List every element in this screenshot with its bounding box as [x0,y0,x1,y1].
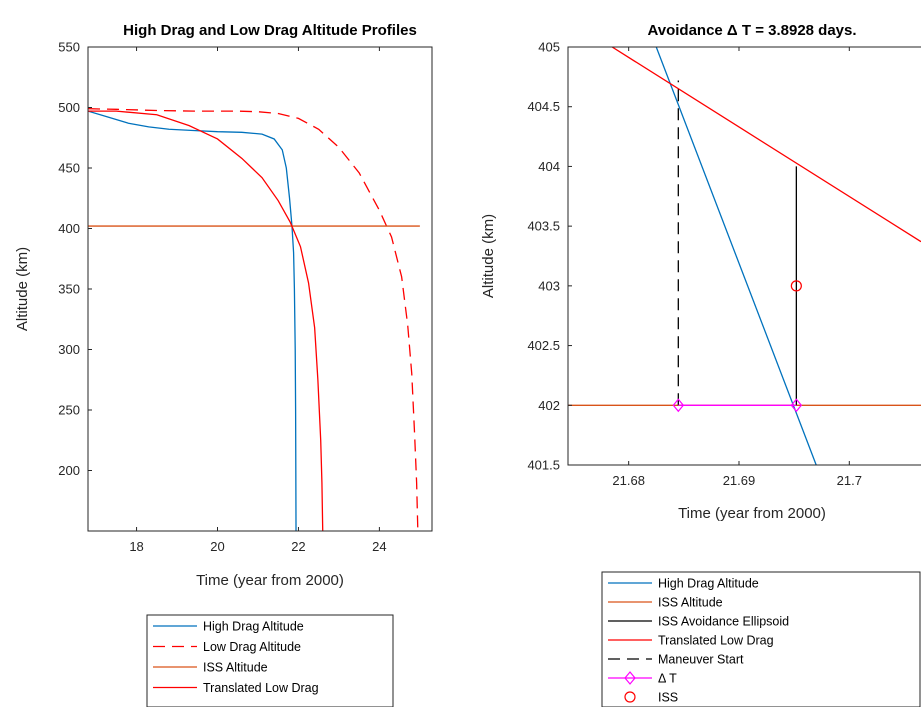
r-legend-high-drag-altitude-label: High Drag Altitude [658,577,759,591]
r-series-iss-marker-0 [790,280,802,292]
right-plot-frame [567,46,921,466]
r-y-tick-label: 401.5 [527,458,560,473]
right-plot-background [568,47,921,465]
right-chart: Avoidance Δ T = 3.8928 days. Time (year … [480,22,921,707]
l-legend-low-drag-altitude-label: Low Drag Altitude [203,640,301,654]
left-chart: High Drag and Low Drag Altitude Profiles… [14,22,433,707]
right-y-axis-label: Altitude (km) [480,214,497,298]
left-y-axis-label: Altitude (km) [14,247,31,331]
r-y-tick-label: 403.5 [527,219,560,234]
l-x-tick-label: 18 [129,539,143,554]
l-series-low-drag-altitude-line [88,108,419,531]
r-y-tick-label: 402.5 [527,338,560,353]
r-y-tick-label: 404 [538,159,560,174]
right-x-axis-label: Time (year from 2000) [678,505,826,522]
r-y-tick-label: 403 [538,278,560,293]
l-y-tick-label: 400 [58,221,80,236]
r-y-tick-label: 402 [538,398,560,413]
r-x-tick-label: 21.7 [837,473,862,488]
l-legend-iss-altitude-label: ISS Altitude [203,661,268,675]
l-series-high-drag-altitude-line [88,110,297,531]
l-y-tick-label: 200 [58,463,80,478]
left-legend-box [146,614,394,707]
left-legend: High Drag Altitude Low Drag Altitude ISS A… [146,614,394,707]
r-y-tick-label: 404.5 [527,99,560,114]
r-y-tick-label: 405 [538,40,560,55]
l-y-tick-label: 250 [58,403,80,418]
r-series-translated-low-drag-line [611,47,921,243]
r-legend-translated-low-drag-label: Translated Low Drag [658,634,774,648]
r-legend-iss-avoidance-ellipsoid-label: ISS Avoidance Ellipsoid [658,615,789,629]
l-y-tick-label: 350 [58,282,80,297]
r-legend-delta-t-marker [624,671,636,685]
r-x-tick-label: 21.68 [612,473,645,488]
l-x-tick-label: 24 [372,539,386,554]
l-y-tick-label: 500 [58,100,80,115]
l-legend-translated-low-drag-label: Translated Low Drag [203,681,319,695]
l-x-tick-label: 20 [210,539,224,554]
l-y-tick-label: 300 [58,342,80,357]
r-legend-iss-label: ISS [658,691,678,705]
r-legend-iss-altitude-label: ISS Altitude [658,596,723,610]
r-x-tick-label: 21.69 [723,473,756,488]
r-legend-delta-t-label: Δ T [658,672,677,686]
left-chart-title: High Drag and Low Drag Altitude Profiles [123,22,417,39]
r-legend-maneuver-start-label: Maneuver Start [658,653,744,667]
right-legend-box [601,571,921,707]
r-legend-iss-marker [624,691,636,703]
left-x-axis-label: Time (year from 2000) [196,572,344,589]
l-x-tick-label: 22 [291,539,305,554]
l-y-tick-label: 450 [58,161,80,176]
right-legend: High Drag Altitude ISS Altitude ISS Avoida… [601,571,921,707]
l-y-tick-label: 550 [58,40,80,55]
l-series-translated-low-drag-line [88,110,324,531]
r-series-delta-t-marker-1 [790,398,803,413]
left-plot-background [88,47,432,531]
r-series-high-drag-altitude-line [655,47,817,465]
right-chart-title: Avoidance Δ T = 3.8928 days. [647,22,856,39]
l-legend-high-drag-altitude-label: High Drag Altitude [203,620,304,634]
r-series-delta-t-marker-0 [672,398,685,413]
